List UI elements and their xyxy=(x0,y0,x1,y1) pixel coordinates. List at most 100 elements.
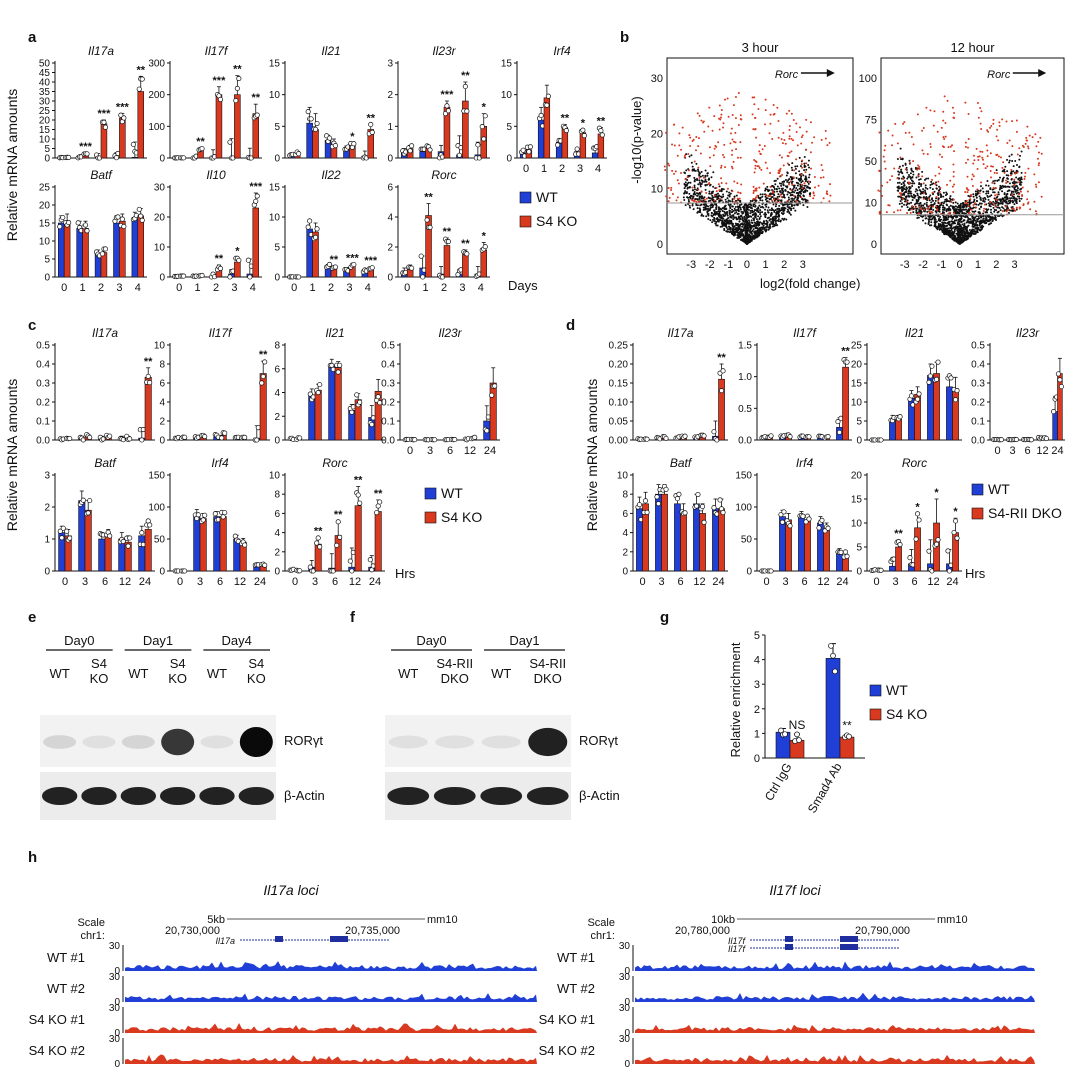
point xyxy=(999,209,1002,212)
point xyxy=(752,228,755,231)
point-significant xyxy=(784,142,787,145)
point xyxy=(781,180,784,183)
bar-ko xyxy=(144,376,152,441)
point xyxy=(1018,158,1021,161)
point-significant xyxy=(966,188,969,191)
point xyxy=(972,222,975,225)
point-significant xyxy=(1005,210,1008,213)
point xyxy=(758,233,761,236)
point xyxy=(729,215,732,218)
point xyxy=(802,195,805,198)
point xyxy=(991,219,994,222)
point xyxy=(961,233,964,236)
point-significant xyxy=(879,190,882,193)
point xyxy=(901,202,904,205)
point xyxy=(989,218,992,221)
point-significant xyxy=(994,194,997,197)
significance: ** xyxy=(136,64,145,76)
point-significant xyxy=(709,165,712,168)
point xyxy=(699,175,702,178)
point xyxy=(987,219,990,222)
point xyxy=(713,218,716,221)
point xyxy=(957,240,960,243)
x-tick-label: 2 xyxy=(98,282,104,294)
point-significant xyxy=(826,193,829,196)
point-significant xyxy=(896,142,899,145)
point-significant xyxy=(943,95,946,98)
point xyxy=(758,216,761,219)
data-point xyxy=(444,103,450,109)
data-point xyxy=(130,141,136,147)
point-significant xyxy=(720,113,723,116)
point xyxy=(1010,178,1013,181)
point-significant xyxy=(778,175,781,178)
data-point xyxy=(99,251,105,257)
point xyxy=(772,203,775,206)
point-significant xyxy=(780,138,783,141)
x-tick-label: 3 xyxy=(800,259,806,271)
point-significant xyxy=(979,107,982,110)
point-significant xyxy=(795,122,798,125)
point xyxy=(704,206,707,209)
point xyxy=(942,219,945,222)
point xyxy=(796,182,799,185)
point xyxy=(1006,190,1009,193)
point-significant xyxy=(805,162,808,165)
point xyxy=(778,195,781,198)
point xyxy=(699,185,702,188)
point xyxy=(952,208,955,211)
point xyxy=(710,212,713,215)
y-axis-title: Relative mRNA amounts xyxy=(4,89,20,242)
point-significant xyxy=(730,127,733,130)
point-significant xyxy=(740,183,743,186)
point xyxy=(915,176,918,179)
point-significant xyxy=(752,185,755,188)
point xyxy=(949,226,952,229)
point xyxy=(1008,155,1011,158)
point-significant xyxy=(708,106,711,109)
point xyxy=(925,195,928,198)
y-tick-label: 0.2 xyxy=(36,398,50,409)
data-point xyxy=(138,213,144,219)
point xyxy=(792,207,795,210)
point-significant xyxy=(752,189,755,192)
annotation: Rorc xyxy=(987,69,1011,81)
point-significant xyxy=(736,197,739,200)
point xyxy=(718,208,721,211)
point xyxy=(910,179,913,182)
point-significant xyxy=(810,167,813,170)
legend-label: WT xyxy=(536,189,558,205)
point xyxy=(732,209,735,212)
point xyxy=(708,197,711,200)
point xyxy=(962,219,965,222)
point-significant xyxy=(967,138,970,141)
significance: ** xyxy=(461,238,470,250)
point xyxy=(803,162,806,165)
point xyxy=(975,194,978,197)
data-point xyxy=(489,392,495,398)
point xyxy=(721,209,724,212)
point-significant xyxy=(678,132,681,135)
point-significant xyxy=(698,176,701,179)
y-tick-label: 20 xyxy=(154,213,166,224)
point xyxy=(904,162,907,165)
point xyxy=(897,189,900,192)
point xyxy=(711,204,714,207)
point xyxy=(971,215,974,218)
point xyxy=(757,196,760,199)
point-significant xyxy=(952,198,955,201)
point xyxy=(807,182,810,185)
data-point xyxy=(199,272,205,278)
point xyxy=(962,215,965,218)
point-significant xyxy=(708,156,711,159)
point-significant xyxy=(686,176,689,179)
point xyxy=(800,181,803,184)
point-significant xyxy=(691,186,694,189)
point xyxy=(950,233,953,236)
y-tick-label: 40 xyxy=(39,78,51,89)
point-significant xyxy=(1001,118,1004,121)
significance: ** xyxy=(233,64,242,76)
point-significant xyxy=(918,212,921,215)
point xyxy=(733,212,736,215)
